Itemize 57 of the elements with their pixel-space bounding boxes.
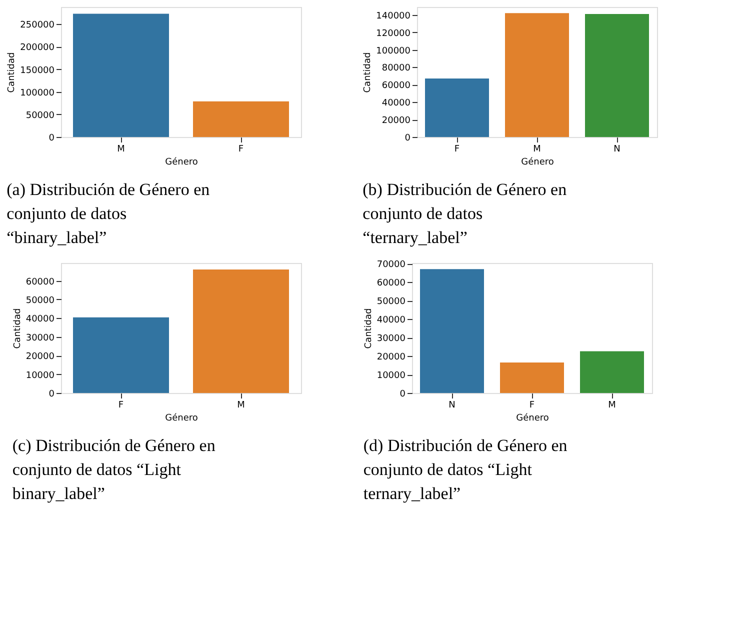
y-tick-label: 150000 xyxy=(20,66,55,76)
y-tick-label: 0 xyxy=(48,390,55,400)
text: (c) Distribución de Género en conjunto de datos “Light binary_label” xyxy=(12,436,216,503)
y-tick-label: 40000 xyxy=(382,98,411,109)
text: (b) Distribución de Género en conjunto de datos “ternary_label” xyxy=(362,180,568,247)
y-tick-label: 50000 xyxy=(376,297,406,308)
x-tick-label: M xyxy=(237,400,245,410)
y-axis-title: Cantidad xyxy=(363,52,374,93)
y-tick-label: 60000 xyxy=(26,277,55,288)
bar xyxy=(425,78,489,137)
bar xyxy=(580,351,644,393)
y-tick-label: 0 xyxy=(404,134,411,144)
y-tick-label: 60000 xyxy=(382,81,411,92)
y-axis-title: Cantidad xyxy=(12,308,23,349)
y-tick-label: 0 xyxy=(48,134,55,144)
y-tick-label: 120000 xyxy=(376,28,411,39)
y-tick-label: 200000 xyxy=(20,43,55,54)
y-tick-label: 140000 xyxy=(376,11,411,22)
x-tick-label: M xyxy=(608,400,616,410)
bar xyxy=(500,362,564,393)
y-tick-label: 20000 xyxy=(376,352,406,363)
y-tick-label: 50000 xyxy=(26,110,55,121)
y-tick-label: 60000 xyxy=(376,278,406,289)
x-tick-label: F xyxy=(454,144,460,154)
x-axis-title: Género xyxy=(516,412,550,424)
y-tick-label: 30000 xyxy=(26,333,55,344)
text: (d) Distribución de Género en conjunto de datos “Light ternary_label” xyxy=(363,436,568,503)
bar xyxy=(420,269,484,393)
y-tick-label: 10000 xyxy=(26,370,55,381)
y-tick-label: 30000 xyxy=(376,334,406,344)
x-tick-label: M xyxy=(117,144,125,154)
bar xyxy=(505,13,569,137)
x-tick-label: F xyxy=(238,144,244,154)
x-axis-title: Género xyxy=(165,156,198,168)
y-tick-label: 250000 xyxy=(20,20,55,31)
y-tick-label: 70000 xyxy=(376,260,406,270)
y-tick-label: 0 xyxy=(400,390,406,400)
y-tick-label: 20000 xyxy=(26,352,55,362)
x-tick-label: N xyxy=(614,144,620,154)
x-tick-label: M xyxy=(533,144,541,154)
x-tick-label: F xyxy=(529,400,535,410)
y-axis-title: Cantidad xyxy=(7,52,18,93)
y-tick-label: 20000 xyxy=(382,116,411,126)
y-tick-label: 50000 xyxy=(26,296,55,306)
text: (a) Distribución de Género en conjunto de datos “binary_label” xyxy=(6,180,210,247)
x-axis-title: Género xyxy=(521,156,554,168)
y-tick-label: 100000 xyxy=(20,88,55,98)
y-tick-label: 40000 xyxy=(26,314,55,325)
bar xyxy=(585,14,649,137)
x-axis-title: Género xyxy=(165,412,198,424)
x-tick-label: F xyxy=(118,400,124,410)
y-tick-label: 40000 xyxy=(376,316,406,326)
y-tick-label: 80000 xyxy=(382,64,411,74)
y-tick-label: 10000 xyxy=(376,371,406,382)
y-axis-title: Cantidad xyxy=(364,308,374,349)
x-tick-label: N xyxy=(448,400,456,410)
y-tick-label: 100000 xyxy=(376,46,411,56)
